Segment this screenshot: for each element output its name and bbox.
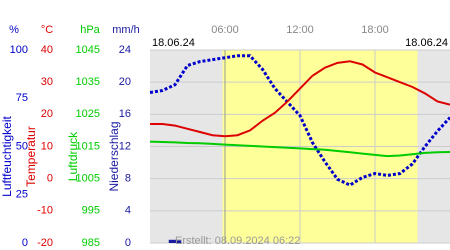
y-tick-label: 75 xyxy=(16,92,28,104)
series-line xyxy=(149,54,450,187)
y-tick-label: 20 xyxy=(119,76,131,88)
x-tick-label: 12:00 xyxy=(286,24,314,36)
series-line xyxy=(149,140,450,158)
unit-label: % xyxy=(9,24,19,36)
y-tick-label: 10 xyxy=(41,140,53,152)
y-tick-label: 985 xyxy=(82,237,100,249)
axis-label: Temperatur xyxy=(24,126,38,187)
y-tick-label: 4 xyxy=(125,205,131,217)
axis-label: Luftdruck xyxy=(66,131,80,181)
series-line xyxy=(150,60,450,138)
y-tick-label: 0 xyxy=(22,237,28,249)
axis-label: Luftfeuchtigkeit xyxy=(0,115,14,196)
y-tick-label: 50 xyxy=(16,140,28,152)
unit-label: °C xyxy=(41,24,53,36)
x-tick-label: 06:00 xyxy=(211,24,239,36)
y-tick-label: 0 xyxy=(47,173,53,185)
unit-label: hPa xyxy=(80,24,100,36)
y-tick-label: 30 xyxy=(41,76,53,88)
y-tick-label: 100 xyxy=(10,44,28,56)
x-tick-label: 18:00 xyxy=(361,24,389,36)
y-tick-label: 25 xyxy=(16,189,28,201)
footer: Erstellt: 08.09.2024 06:22 xyxy=(175,235,300,247)
y-tick-label: 16 xyxy=(119,108,131,120)
y-tick-label: 1035 xyxy=(76,76,100,88)
y-tick-label: 40 xyxy=(41,44,53,56)
y-tick-label: 8 xyxy=(125,173,131,185)
precip-bar xyxy=(168,239,182,243)
date-label: 18.06.24 xyxy=(405,37,448,49)
unit-label: mm/h xyxy=(112,24,140,36)
y-tick-label: 20 xyxy=(41,108,53,120)
y-tick-label: -10 xyxy=(37,205,53,217)
y-tick-label: -20 xyxy=(37,237,53,249)
y-tick-label: 1005 xyxy=(76,173,100,185)
y-tick-label: 0 xyxy=(125,237,131,249)
y-tick-label: 1025 xyxy=(76,108,100,120)
y-tick-label: 1015 xyxy=(76,140,100,152)
date-label: 18.06.24 xyxy=(152,37,195,49)
y-tick-label: 12 xyxy=(119,140,131,152)
y-tick-label: 995 xyxy=(82,205,100,217)
y-tick-label: 24 xyxy=(119,44,131,56)
y-tick-label: 1045 xyxy=(76,44,100,56)
axis-label: Niederschlag xyxy=(107,121,121,191)
